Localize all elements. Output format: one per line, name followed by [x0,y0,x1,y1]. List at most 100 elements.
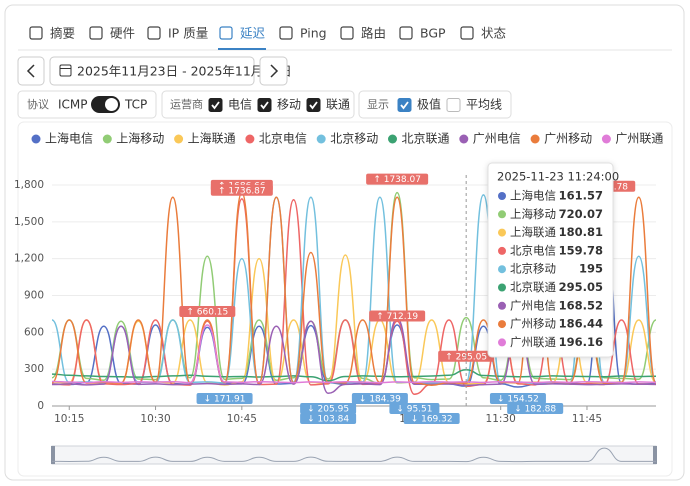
carrier-label: 运营商 [170,97,203,111]
extreme-label: ↓ 205.95 [307,405,349,415]
zoom-preview [51,447,657,463]
legend-label[interactable]: 广州联通 [615,132,663,146]
legend-dot[interactable] [316,134,326,144]
chart-card [17,121,673,477]
tooltip-dot [498,320,506,329]
checkbox-label[interactable]: 电信 [228,98,252,112]
date-picker[interactable] [49,56,255,86]
tooltip-dot [498,283,506,292]
toggle-knob [105,98,118,111]
legend-dot[interactable] [31,134,41,144]
legend-dot[interactable] [530,134,540,144]
tooltip-name: 广州电信 [510,298,556,312]
tooltip-value: 295.05 [559,280,603,294]
series-line [51,369,657,382]
x-tick-label: 10:30 [140,413,170,425]
checkbox-label[interactable]: 联通 [326,98,350,112]
tooltip-title: 2025-11-23 11:24:00 [497,170,619,184]
tab-icon [460,26,474,40]
tab[interactable]: 状态 [481,26,506,41]
extreme-label: ↓ 182.88 [514,405,556,415]
checkbox[interactable] [208,98,223,112]
tab[interactable]: 延迟 [240,26,266,41]
tooltip-value: 196.16 [559,335,603,349]
extreme-badge [351,393,408,404]
extreme-label: ↑ 660.15 [186,307,228,317]
tooltip-dot [498,301,506,310]
tooltip-dot [498,265,506,274]
legend-label[interactable]: 上海移动 [116,131,164,146]
legend-dot[interactable] [245,134,255,144]
y-tick-label: 300 [24,363,44,375]
zoom-handle[interactable] [51,446,55,464]
extreme-label: ↑ 712.19 [376,312,418,322]
prev-icon [26,64,35,78]
extreme-badge [300,413,357,424]
tab-icon [29,26,43,40]
extreme-badge [196,393,253,404]
active-tab-underline [218,48,266,50]
tab-icon [279,26,293,40]
legend-dot[interactable] [601,134,611,144]
protocol-option[interactable]: ICMP [58,98,88,112]
protocol-option[interactable]: TCP [124,98,147,112]
tooltip-dot [498,246,506,255]
tooltip-value: 161.57 [559,189,603,203]
legend-label[interactable]: 北京移动 [330,132,378,146]
extreme-label: ↓ 171.91 [204,395,246,405]
next-button[interactable] [259,56,288,86]
legend-dot[interactable] [174,134,184,144]
tab[interactable]: IP 质量 [168,26,208,41]
tooltip-name: 上海移动 [510,207,556,221]
check-mark [260,101,269,110]
legend-label[interactable]: 北京联通 [402,132,450,146]
extreme-badge [366,173,429,185]
tab-icon [147,26,161,40]
extreme-label: ↓ 169.32 [411,415,453,425]
tab[interactable]: Ping [300,26,327,41]
y-tick-label: 600 [24,326,44,338]
tooltip-name: 北京联通 [510,280,556,294]
checkbox-label[interactable]: 移动 [277,98,301,112]
legend-label[interactable]: 上海电信 [45,131,93,146]
checkbox[interactable] [257,98,272,112]
tab[interactable]: 路由 [361,26,386,41]
x-tick-label: 11:30 [486,413,516,425]
tab[interactable]: BGP [420,26,446,41]
legend-label[interactable]: 广州电信 [473,132,521,146]
display-label: 显示 [367,98,389,111]
extreme-label: ↑ 1738.07 [373,175,421,185]
tooltip-value: 168.52 [559,298,603,312]
checkbox[interactable] [397,98,412,112]
check-mark [309,101,318,110]
y-tick-label: 1,200 [14,253,44,265]
checkbox-label[interactable]: 极值 [417,97,441,112]
zoom-handle[interactable] [653,446,657,464]
legend-dot[interactable] [459,134,469,144]
prev-button[interactable] [17,56,45,86]
calendar-icon [59,64,72,77]
check-mark [211,101,220,110]
tab[interactable]: 硬件 [110,26,135,41]
legend-dot[interactable] [388,134,397,144]
checkbox[interactable] [446,98,461,112]
legend-label[interactable]: 上海联通 [188,131,236,146]
x-tick-label: 11:45 [572,413,602,425]
legend-label[interactable]: 北京电信 [259,132,307,146]
tab-icon [399,26,413,40]
legend-dot[interactable] [102,134,112,144]
extreme-badge [389,403,440,414]
legend-label[interactable]: 广州移动 [544,132,592,146]
extreme-badge [489,393,546,404]
tab-icon [89,26,103,40]
x-tick-label: 10:15 [54,413,84,425]
tab-icon [219,26,233,40]
checkbox-label[interactable]: 平均线 [466,98,502,112]
tab[interactable]: 摘要 [50,26,75,41]
extreme-badge [507,403,564,414]
tooltip-dot [498,338,506,347]
y-tick-label: 1,800 [14,179,44,191]
checkbox[interactable] [306,98,321,112]
